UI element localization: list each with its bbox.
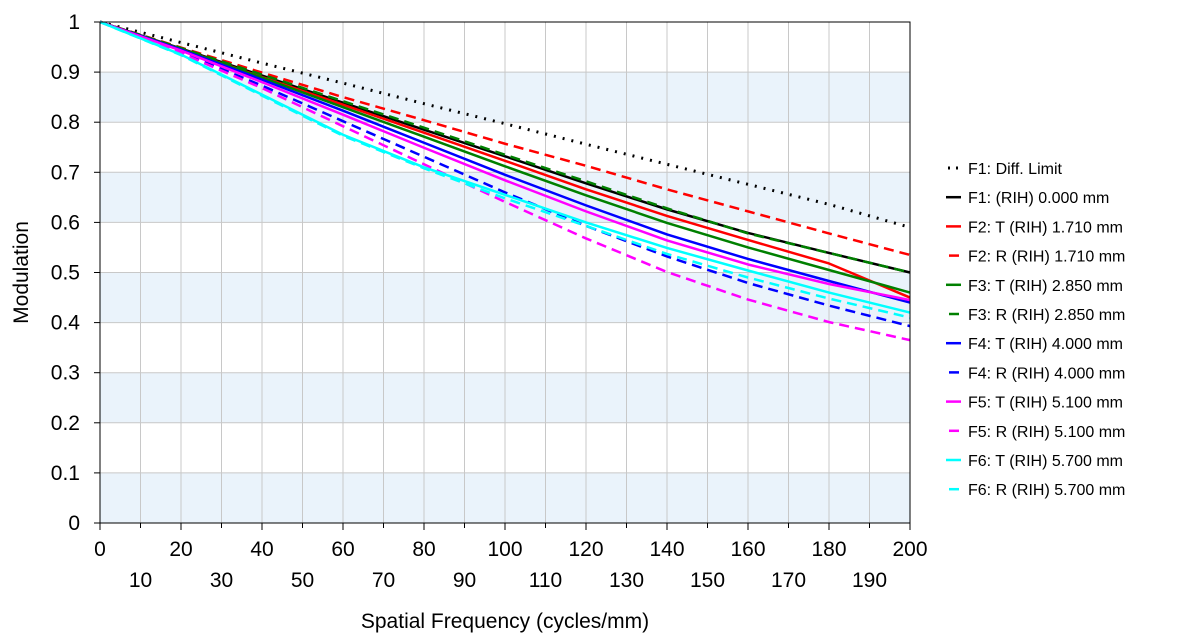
grid-lines	[100, 22, 910, 523]
legend-label: F5: R (RIH) 5.100 mm	[968, 424, 1125, 441]
x-tick-label: 120	[568, 538, 603, 561]
y-tick-label: 0	[68, 512, 80, 535]
x-tick-label: 160	[730, 538, 765, 561]
legend-label: F4: T (RIH) 4.000 mm	[968, 336, 1123, 353]
series-line	[99, 20, 911, 274]
series-line	[99, 20, 911, 319]
x-tick-label: 20	[169, 538, 192, 561]
series-lines	[99, 20, 911, 342]
legend-label: F4: R (RIH) 4.000 mm	[968, 365, 1125, 382]
legend-label: F6: T (RIH) 5.700 mm	[968, 453, 1123, 470]
x-tick-label: 140	[649, 538, 684, 561]
legend-label: F3: T (RIH) 2.850 mm	[968, 278, 1123, 295]
x-tick-label: 30	[210, 569, 233, 592]
legend-label: F3: R (RIH) 2.850 mm	[968, 307, 1125, 324]
x-tick-label: 70	[372, 569, 395, 592]
x-tick-labels-upper: 0 20 40 60 80 100 120 140 160 180 200	[94, 538, 927, 561]
x-tick-label: 200	[892, 538, 927, 561]
x-tick-label: 40	[250, 538, 273, 561]
y-tick-label: 1	[68, 11, 80, 34]
legend-label: F1: (RIH) 0.000 mm	[968, 190, 1109, 207]
series-line	[99, 20, 911, 342]
y-tick-label: 0.3	[51, 362, 80, 385]
series-line	[99, 20, 911, 294]
y-tick-labels: 0 0.1 0.2 0.3 0.4 0.5 0.6 0.7 0.8 0.9 1	[51, 11, 81, 535]
x-tick-label: 90	[453, 569, 476, 592]
series-line	[99, 20, 911, 302]
series-line	[99, 20, 911, 257]
legend: F1: Diff. Limit F1: (RIH) 0.000 mm F2: T (…	[946, 161, 1125, 499]
series-line	[99, 20, 911, 304]
legend-label: F6: R (RIH) 5.700 mm	[968, 482, 1125, 499]
x-axis-title: Spatial Frequency (cycles/mm)	[361, 610, 649, 633]
x-tick-labels-lower: 10 30 50 70 90 110 130 150 170 190	[129, 569, 887, 592]
x-tick-label: 150	[690, 569, 725, 592]
y-axis-title: Modulation	[10, 221, 33, 324]
y-tick-label: 0.4	[51, 312, 81, 335]
x-tick-label: 80	[412, 538, 435, 561]
x-tick-label: 190	[852, 569, 887, 592]
x-tick-label: 50	[291, 569, 314, 592]
legend-label: F2: R (RIH) 1.710 mm	[968, 249, 1125, 266]
x-tick-label: 170	[771, 569, 806, 592]
y-tick-label: 0.5	[51, 262, 80, 285]
x-tick-label: 110	[529, 569, 562, 592]
x-tick-label: 180	[811, 538, 846, 561]
series-line	[99, 20, 911, 328]
axis-ticks	[94, 21, 911, 530]
x-tick-label: 60	[331, 538, 354, 561]
y-tick-label: 0.7	[51, 161, 80, 184]
y-tick-label: 0.2	[51, 412, 80, 435]
y-tick-label: 0.9	[51, 61, 80, 84]
legend-label: F5: T (RIH) 5.100 mm	[968, 395, 1123, 412]
x-tick-label: 10	[129, 569, 152, 592]
x-tick-label: 130	[609, 569, 644, 592]
y-tick-label: 0.8	[51, 111, 80, 134]
y-tick-label: 0.6	[51, 211, 80, 234]
x-tick-label: 100	[487, 538, 522, 561]
legend-label: F1: Diff. Limit	[968, 161, 1063, 178]
y-tick-label: 0.1	[51, 462, 80, 485]
x-tick-label: 0	[94, 538, 106, 561]
legend-label: F2: T (RIH) 1.710 mm	[968, 219, 1123, 236]
